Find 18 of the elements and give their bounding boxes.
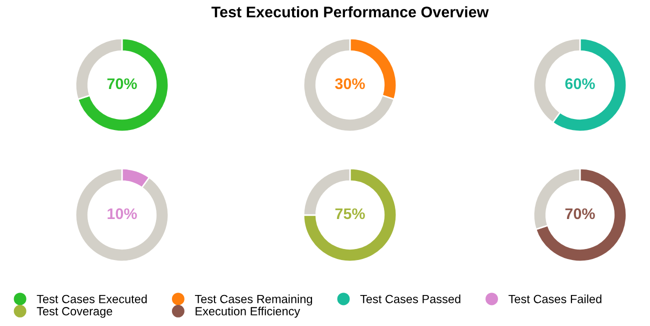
legend-label: Test Cases Failed [508,294,602,304]
chart-title: Test Execution Performance Overview [211,6,489,18]
donut-slice [77,38,170,132]
data-label: 70% [107,78,137,90]
legend-label: Test Cases Remaining [194,294,312,306]
donut-slice [74,168,170,262]
donut-slice [535,168,628,262]
data-label: 70% [565,208,595,220]
legend-label: Test Cases Passed [360,294,460,304]
donut-slice [302,38,395,132]
legend-label: Test Coverage [36,307,112,318]
data-label: 10% [108,208,137,220]
donut-slice [302,168,398,262]
legend-label: Test Cases Executed [36,294,147,304]
data-label: 30% [335,78,365,90]
data-label: 75% [335,208,365,220]
legend-label: Execution Efficiency [196,306,300,318]
data-label: 60% [565,78,595,90]
